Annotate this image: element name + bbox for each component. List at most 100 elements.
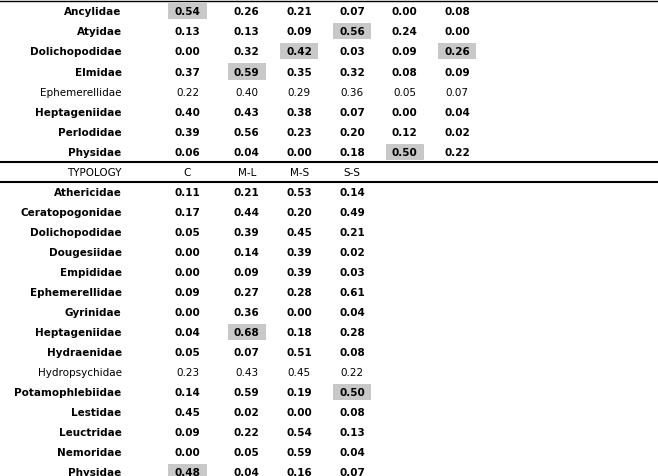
Text: 0.26: 0.26: [444, 48, 470, 57]
Text: Physidae: Physidae: [68, 467, 122, 476]
Text: M-S: M-S: [290, 168, 309, 177]
Text: 0.07: 0.07: [339, 467, 365, 476]
Text: 0.07: 0.07: [339, 8, 365, 17]
Text: Heptageniidae: Heptageniidae: [36, 108, 122, 117]
Text: 0.00: 0.00: [392, 8, 418, 17]
Text: 0.49: 0.49: [339, 208, 365, 217]
Text: 0.05: 0.05: [174, 228, 201, 237]
Text: 0.50: 0.50: [339, 387, 365, 397]
Text: 0.05: 0.05: [393, 88, 416, 97]
Text: 0.22: 0.22: [340, 367, 364, 377]
Text: 0.36: 0.36: [340, 88, 364, 97]
Text: 0.21: 0.21: [286, 8, 313, 17]
Text: 0.61: 0.61: [339, 288, 365, 297]
Text: 0.00: 0.00: [174, 268, 201, 277]
Text: 0.07: 0.07: [446, 88, 468, 97]
Text: 0.50: 0.50: [392, 148, 418, 157]
Text: C: C: [184, 168, 191, 177]
Text: 0.39: 0.39: [287, 248, 312, 257]
Text: 0.59: 0.59: [234, 68, 259, 77]
Text: 0.36: 0.36: [234, 307, 260, 317]
Text: 0.08: 0.08: [339, 347, 365, 357]
Text: 0.00: 0.00: [174, 307, 201, 317]
Text: Lestidae: Lestidae: [72, 407, 122, 417]
Text: 0.20: 0.20: [286, 208, 313, 217]
Text: 0.29: 0.29: [288, 88, 311, 97]
Text: 0.07: 0.07: [234, 347, 260, 357]
Text: Leuctridae: Leuctridae: [59, 427, 122, 437]
Text: 0.43: 0.43: [235, 367, 259, 377]
Text: 0.51: 0.51: [286, 347, 313, 357]
FancyBboxPatch shape: [280, 44, 318, 60]
Text: 0.13: 0.13: [339, 427, 365, 437]
Text: 0.32: 0.32: [339, 68, 365, 77]
Text: Potamophlebiidae: Potamophlebiidae: [14, 387, 122, 397]
Text: M-L: M-L: [238, 168, 256, 177]
Text: 0.06: 0.06: [174, 148, 201, 157]
Text: 0.22: 0.22: [444, 148, 470, 157]
Text: 0.43: 0.43: [234, 108, 260, 117]
FancyBboxPatch shape: [168, 464, 207, 476]
Text: 0.00: 0.00: [286, 407, 313, 417]
Text: 0.48: 0.48: [174, 467, 201, 476]
Text: 0.05: 0.05: [234, 447, 260, 457]
Text: 0.28: 0.28: [339, 327, 365, 337]
Text: 0.21: 0.21: [234, 188, 260, 197]
FancyBboxPatch shape: [333, 384, 371, 400]
Text: 0.16: 0.16: [286, 467, 313, 476]
Text: 0.54: 0.54: [286, 427, 313, 437]
Text: Hydraenidae: Hydraenidae: [47, 347, 122, 357]
Text: 0.04: 0.04: [444, 108, 470, 117]
Text: 0.07: 0.07: [339, 108, 365, 117]
Text: 0.09: 0.09: [392, 48, 417, 57]
Text: 0.39: 0.39: [287, 268, 312, 277]
Text: 0.53: 0.53: [286, 188, 313, 197]
Text: 0.68: 0.68: [234, 327, 260, 337]
Text: Dolichopodidae: Dolichopodidae: [30, 48, 122, 57]
Text: 0.21: 0.21: [339, 228, 365, 237]
Text: 0.22: 0.22: [234, 427, 260, 437]
Text: 0.14: 0.14: [234, 248, 260, 257]
Text: Heptageniidae: Heptageniidae: [36, 327, 122, 337]
Text: 0.08: 0.08: [392, 68, 418, 77]
Text: Empididae: Empididae: [60, 268, 122, 277]
Text: 0.09: 0.09: [175, 288, 200, 297]
Text: 0.04: 0.04: [339, 447, 365, 457]
Text: 0.00: 0.00: [392, 108, 418, 117]
Text: 0.24: 0.24: [392, 28, 418, 37]
Text: 0.00: 0.00: [444, 28, 470, 37]
Text: 0.40: 0.40: [174, 108, 201, 117]
Text: 0.45: 0.45: [286, 228, 313, 237]
Text: Dougesiidae: Dougesiidae: [49, 248, 122, 257]
Text: 0.42: 0.42: [286, 48, 313, 57]
Text: 0.19: 0.19: [287, 387, 312, 397]
Text: 0.54: 0.54: [174, 8, 201, 17]
Text: 0.04: 0.04: [234, 467, 260, 476]
Text: 0.44: 0.44: [234, 208, 260, 217]
Text: 0.00: 0.00: [286, 307, 313, 317]
Text: 0.35: 0.35: [286, 68, 313, 77]
Text: 0.00: 0.00: [174, 48, 201, 57]
Text: Physidae: Physidae: [68, 148, 122, 157]
Text: 0.13: 0.13: [174, 28, 201, 37]
Text: S-S: S-S: [343, 168, 361, 177]
Text: 0.00: 0.00: [286, 148, 313, 157]
Text: 0.09: 0.09: [234, 268, 259, 277]
FancyBboxPatch shape: [438, 44, 476, 60]
FancyBboxPatch shape: [228, 324, 266, 340]
Text: 0.27: 0.27: [234, 288, 260, 297]
Text: Gyrinidae: Gyrinidae: [65, 307, 122, 317]
Text: 0.56: 0.56: [339, 28, 365, 37]
Text: Ephemerellidae: Ephemerellidae: [40, 88, 122, 97]
Text: 0.45: 0.45: [174, 407, 201, 417]
Text: 0.09: 0.09: [287, 28, 312, 37]
Text: Elmidae: Elmidae: [75, 68, 122, 77]
Text: 0.45: 0.45: [288, 367, 311, 377]
Text: 0.28: 0.28: [286, 288, 313, 297]
Text: 0.23: 0.23: [176, 367, 199, 377]
FancyBboxPatch shape: [168, 4, 207, 20]
Text: 0.00: 0.00: [174, 447, 201, 457]
FancyBboxPatch shape: [228, 64, 266, 80]
Text: 0.04: 0.04: [174, 327, 201, 337]
Text: Athericidae: Athericidae: [54, 188, 122, 197]
